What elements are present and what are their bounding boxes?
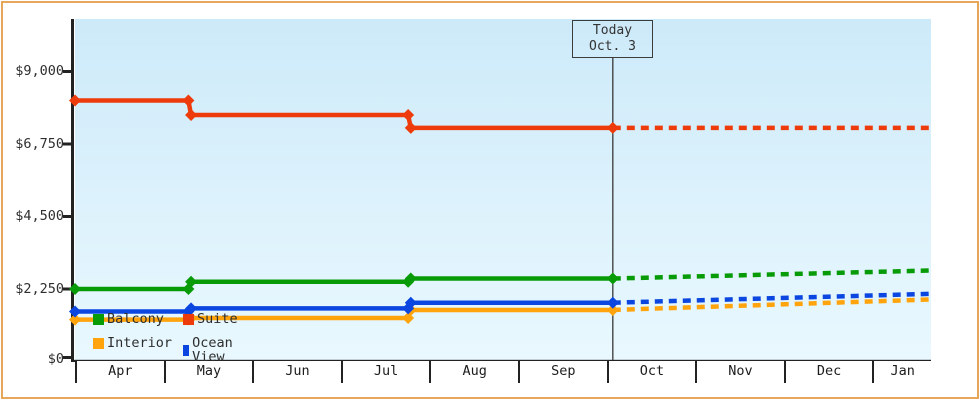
y-axis-label: $6,750	[15, 136, 64, 152]
y-axis-label: $9,000	[15, 63, 64, 79]
month-cell-jun: Jun	[254, 361, 343, 383]
legend-label: Ocean View	[192, 335, 233, 365]
legend-label: Interior	[107, 335, 173, 351]
suite-swatch	[183, 313, 194, 325]
month-cell-oct: Oct	[608, 361, 698, 383]
today-label: Today	[592, 23, 633, 38]
month-cell-apr: Apr	[77, 361, 166, 383]
month-cell-sep: Sep	[520, 361, 609, 383]
month-cell-jul: Jul	[342, 361, 432, 383]
y-axis-label: $0	[47, 351, 64, 367]
y-axis-label: $4,500	[15, 208, 64, 224]
x-axis-month-row: Apr May Jun Jul Aug Sep Oct Nov Dec Jan	[75, 361, 931, 383]
interior-swatch	[93, 337, 104, 349]
month-cell-nov: Nov	[697, 361, 786, 383]
legend-item-suite: Suite	[183, 312, 238, 326]
legend-label: Suite	[197, 311, 238, 327]
month-cell-may: May	[165, 361, 255, 383]
today-annotation: Today Oct. 3	[572, 20, 653, 58]
legend-item-balcony: Balcony	[93, 312, 164, 326]
month-cell-dec: Dec	[785, 361, 875, 383]
legend-item-ocean-view: Ocean View	[183, 336, 238, 364]
y-axis-label: $2,250	[15, 281, 64, 297]
month-cell-aug: Aug	[431, 361, 520, 383]
legend-item-interior: Interior	[93, 336, 172, 350]
month-cell-jan: Jan	[874, 361, 931, 383]
legend-label: Balcony	[107, 311, 164, 327]
today-date: Oct. 3	[589, 39, 636, 54]
balcony-swatch	[93, 313, 104, 325]
ocean-view-swatch	[183, 344, 190, 356]
